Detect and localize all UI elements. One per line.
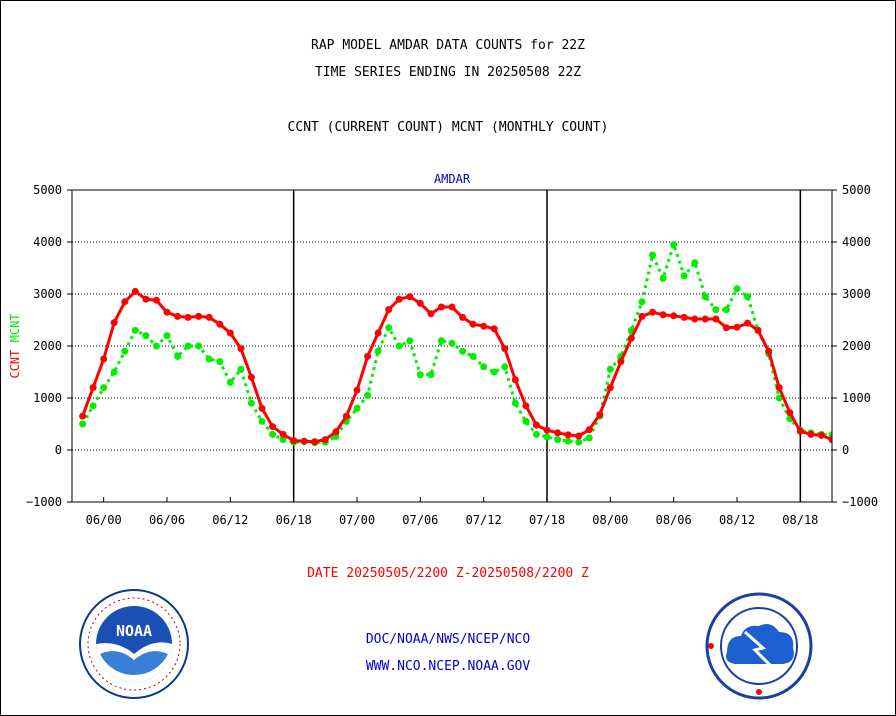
footer-line-2: WWW.NCO.NCEP.NOAA.GOV [365, 659, 531, 674]
noaa-logo-text: NOAA [116, 622, 152, 640]
title-line-1: RAP MODEL AMDAR DATA COUNTS for 22Z [311, 38, 585, 53]
noaa-logo: NOAA [79, 589, 189, 699]
nws-logo [705, 592, 813, 700]
footer-line-1: DOC/NOAA/NWS/NCEP/NCO [365, 632, 531, 647]
subtitle: CCNT (CURRENT COUNT) MCNT (MONTHLY COUNT… [287, 120, 609, 135]
title-line-2: TIME SERIES ENDING IN 20250508 22Z [314, 65, 582, 80]
date-range: DATE 20250505/2200 Z-20250508/2200 Z [307, 566, 589, 581]
